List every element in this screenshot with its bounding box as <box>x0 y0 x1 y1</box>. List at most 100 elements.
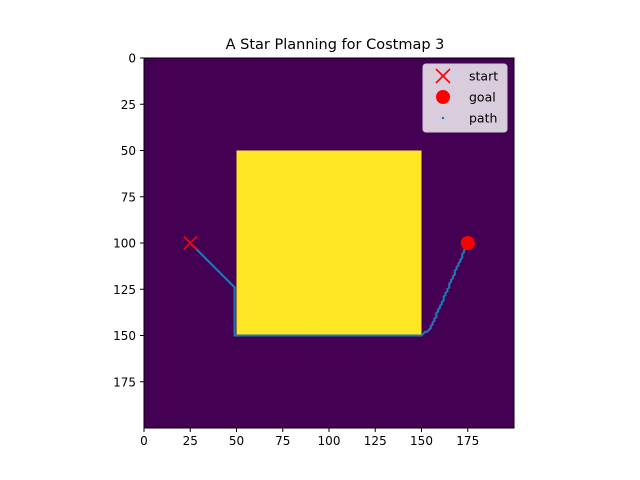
path-point <box>361 334 364 337</box>
path-point <box>233 301 236 304</box>
path-point <box>290 334 294 337</box>
path-point <box>372 334 375 337</box>
chart-title: A Star Planning for Costmap 3 <box>226 37 445 53</box>
path-point <box>302 334 305 337</box>
path-point <box>409 334 412 337</box>
path-point <box>233 319 236 322</box>
y-tick-label: 50 <box>121 144 136 158</box>
path-point <box>233 308 236 311</box>
y-tick-label: 150 <box>113 329 136 343</box>
path-point <box>215 267 218 270</box>
path-point <box>400 334 403 337</box>
goal-marker <box>460 236 475 250</box>
path-point <box>200 253 203 256</box>
path-point <box>329 334 332 337</box>
path-point <box>457 264 460 267</box>
path-point <box>265 334 268 337</box>
path-point <box>376 334 379 337</box>
path-point <box>309 334 312 337</box>
legend-label-start: start <box>469 69 498 84</box>
path-point <box>233 317 236 320</box>
path-point <box>450 278 453 282</box>
path-point <box>450 280 453 283</box>
path-point <box>255 334 258 337</box>
path-point <box>233 297 236 300</box>
path-point <box>433 319 436 322</box>
path-point <box>233 290 236 293</box>
path-point <box>396 334 399 337</box>
path-point <box>233 334 236 337</box>
path-point <box>405 334 408 337</box>
path-point <box>431 321 434 324</box>
x-tick-label: 0 <box>140 434 148 448</box>
path-point <box>235 334 238 337</box>
path-point <box>344 334 347 337</box>
path-point <box>413 334 416 337</box>
x-tick-label: 100 <box>318 434 341 448</box>
path-point <box>233 327 236 330</box>
y-tick-label: 75 <box>121 190 136 204</box>
path-point <box>303 334 307 337</box>
path-point <box>348 334 351 337</box>
path-point <box>453 273 456 276</box>
path-point <box>342 334 345 337</box>
path-point <box>272 334 275 337</box>
path-point <box>233 302 236 306</box>
path-point <box>261 334 264 337</box>
path-point <box>220 273 223 276</box>
path-point <box>461 256 464 259</box>
path-point <box>222 275 225 278</box>
start-marker-stroke <box>183 235 198 251</box>
path-point <box>446 290 449 293</box>
path-point <box>425 330 429 333</box>
path-point <box>337 334 340 337</box>
path-point <box>211 264 214 267</box>
path-point <box>263 334 266 337</box>
path-point <box>233 291 236 295</box>
axes: 0 25 50 75 100 125 150 175 0 25 50 75 100 125 150 175 <box>113 52 515 448</box>
path-point <box>370 334 373 337</box>
path-point <box>233 295 236 298</box>
path-point <box>276 334 279 337</box>
path-point <box>313 334 316 337</box>
path-point <box>326 334 329 337</box>
path-point <box>411 334 414 337</box>
path-point <box>442 295 445 298</box>
path-point <box>346 334 349 337</box>
path-point <box>381 334 384 337</box>
path-point <box>414 334 418 337</box>
start-marker <box>183 235 198 251</box>
path-point <box>274 334 277 337</box>
legend-box <box>422 63 508 133</box>
path-point <box>198 251 201 254</box>
path-point <box>277 334 281 337</box>
path-point <box>387 334 390 337</box>
path-point <box>442 299 445 302</box>
x-tick-label: 175 <box>456 434 479 448</box>
path-point <box>438 304 442 307</box>
path-point <box>437 308 440 311</box>
x-tick-label: 50 <box>229 434 244 448</box>
path-point <box>289 334 292 337</box>
path-point <box>233 306 236 309</box>
path-point <box>418 334 421 337</box>
path-point <box>420 334 423 337</box>
path-point <box>461 253 464 256</box>
path-point <box>435 315 438 319</box>
path-point <box>435 312 438 315</box>
path-point <box>364 334 368 337</box>
x-tick-label: 25 <box>183 434 198 448</box>
path-point <box>296 334 299 337</box>
path-point <box>320 334 323 337</box>
path-point <box>292 334 295 337</box>
path-point <box>383 334 386 337</box>
path-point <box>427 328 430 332</box>
y-tick-label: 0 <box>128 52 136 66</box>
path-series <box>189 241 469 337</box>
path-point <box>311 334 314 337</box>
path-point <box>233 310 236 313</box>
path-point <box>339 334 342 337</box>
path-point <box>233 325 236 328</box>
path-point <box>233 312 236 315</box>
